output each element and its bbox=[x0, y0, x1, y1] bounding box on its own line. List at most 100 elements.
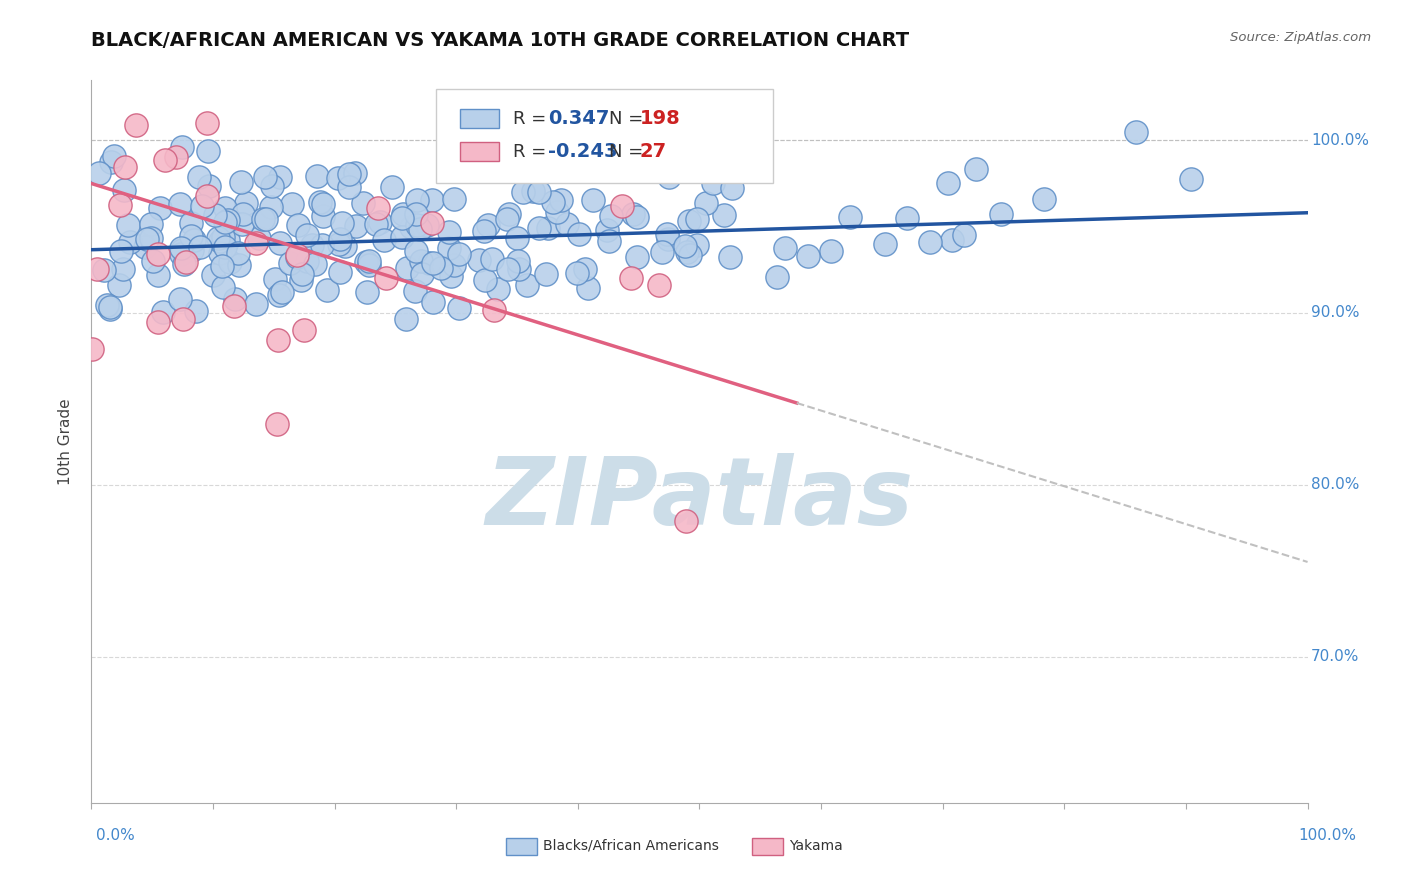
Point bbox=[405, 207, 427, 221]
Point bbox=[343, 166, 366, 180]
Point bbox=[217, 233, 239, 247]
Point bbox=[153, 153, 176, 168]
Point bbox=[226, 246, 249, 260]
Point bbox=[287, 218, 309, 232]
Point bbox=[550, 193, 572, 207]
Point bbox=[555, 217, 578, 231]
Text: 100.0%: 100.0% bbox=[1312, 133, 1369, 148]
Point bbox=[165, 150, 187, 164]
Point bbox=[111, 261, 134, 276]
Point bbox=[405, 244, 427, 258]
Point bbox=[481, 252, 503, 267]
Point bbox=[392, 207, 415, 221]
Point bbox=[269, 236, 291, 251]
Text: R =: R = bbox=[513, 143, 553, 161]
Point bbox=[170, 243, 193, 257]
Point bbox=[873, 237, 896, 252]
Point bbox=[406, 219, 429, 233]
Point bbox=[141, 230, 163, 244]
Point bbox=[522, 184, 544, 198]
Text: 198: 198 bbox=[640, 109, 681, 128]
Point bbox=[718, 250, 741, 264]
Point bbox=[486, 281, 509, 295]
Point bbox=[197, 144, 219, 158]
Point bbox=[188, 240, 211, 254]
Text: 100.0%: 100.0% bbox=[1299, 828, 1357, 843]
Point bbox=[443, 258, 465, 272]
Point bbox=[679, 248, 702, 262]
Point bbox=[404, 284, 426, 298]
Point bbox=[359, 258, 381, 272]
Point bbox=[657, 232, 679, 246]
Point bbox=[797, 249, 820, 263]
Point bbox=[231, 217, 253, 231]
Point bbox=[409, 222, 432, 236]
Point bbox=[108, 198, 131, 212]
Point bbox=[472, 224, 495, 238]
Point bbox=[328, 236, 350, 251]
Point bbox=[702, 177, 724, 191]
Point bbox=[399, 219, 422, 234]
Point bbox=[170, 140, 193, 154]
Y-axis label: 10th Grade: 10th Grade bbox=[58, 398, 73, 485]
Point bbox=[537, 220, 560, 235]
Point bbox=[285, 248, 308, 262]
Text: Yakama: Yakama bbox=[789, 838, 842, 853]
Point bbox=[506, 231, 529, 245]
Point bbox=[267, 287, 290, 301]
Point bbox=[80, 342, 103, 356]
Point bbox=[291, 267, 314, 281]
Point bbox=[344, 219, 367, 234]
Point bbox=[534, 267, 557, 281]
Point bbox=[169, 241, 191, 255]
Point bbox=[197, 179, 219, 194]
Point bbox=[295, 253, 318, 268]
Point bbox=[482, 303, 505, 318]
Point bbox=[149, 201, 172, 215]
Point bbox=[352, 196, 374, 211]
Point bbox=[247, 231, 270, 245]
Point bbox=[169, 196, 191, 211]
Point bbox=[114, 160, 136, 174]
Point bbox=[675, 514, 697, 528]
Point bbox=[312, 196, 335, 211]
Text: 90.0%: 90.0% bbox=[1312, 305, 1360, 320]
Point bbox=[529, 185, 551, 199]
Point bbox=[941, 233, 963, 247]
Point bbox=[217, 212, 239, 227]
Point bbox=[896, 211, 918, 225]
Text: 80.0%: 80.0% bbox=[1312, 477, 1360, 492]
Point bbox=[596, 223, 619, 237]
Point bbox=[290, 273, 312, 287]
Point bbox=[516, 277, 538, 292]
Point bbox=[477, 219, 499, 233]
Point bbox=[112, 183, 135, 197]
Point bbox=[546, 205, 568, 219]
Point bbox=[208, 245, 231, 260]
Point bbox=[169, 292, 191, 306]
Point bbox=[260, 200, 283, 214]
Point bbox=[447, 247, 470, 261]
Point bbox=[86, 261, 108, 276]
Point bbox=[430, 261, 453, 276]
Point bbox=[337, 180, 360, 194]
Point bbox=[146, 247, 169, 261]
Point bbox=[1125, 125, 1147, 139]
Point bbox=[204, 208, 226, 222]
Point bbox=[676, 245, 699, 260]
Point bbox=[721, 181, 744, 195]
Point bbox=[356, 285, 378, 300]
Point bbox=[117, 218, 139, 232]
Point bbox=[600, 209, 623, 223]
Point bbox=[100, 300, 122, 314]
Point bbox=[496, 212, 519, 227]
Point bbox=[766, 270, 789, 285]
Point bbox=[278, 256, 301, 270]
Point bbox=[655, 227, 678, 241]
Point bbox=[195, 116, 218, 130]
Point bbox=[418, 255, 440, 269]
Point bbox=[422, 255, 444, 269]
Point bbox=[354, 255, 377, 269]
Point bbox=[184, 304, 207, 318]
Point bbox=[838, 210, 860, 224]
